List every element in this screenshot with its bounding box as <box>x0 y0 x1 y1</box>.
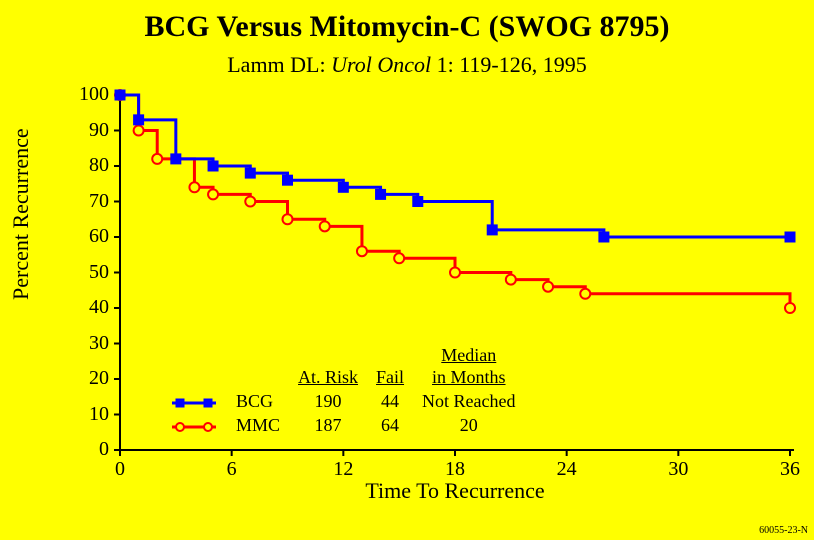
mmc-marker <box>320 221 330 231</box>
mmc-marker <box>208 189 218 199</box>
bcg-marker <box>171 154 181 164</box>
x-tick-label: 36 <box>770 458 810 481</box>
y-tick-label: 50 <box>59 261 109 284</box>
legend-table: At. Risk Fail Medianin Months BCG19044Not R… <box>160 342 526 438</box>
x-tick-label: 6 <box>212 458 252 481</box>
bcg-marker <box>413 197 423 207</box>
bcg-marker <box>283 175 293 185</box>
legend-header: Fail <box>376 367 404 387</box>
legend-value: 190 <box>290 390 366 412</box>
bcg-marker <box>115 90 125 100</box>
legend-value: 20 <box>414 414 523 436</box>
bcg-line <box>120 95 790 237</box>
legend-value: 44 <box>368 390 412 412</box>
legend-value: 187 <box>290 414 366 436</box>
legend-swatch-bcg <box>162 390 226 412</box>
bcg-marker <box>245 168 255 178</box>
chart-page: { "title": "BCG Versus Mitomycin-C (SWOG… <box>0 0 814 540</box>
mmc-marker <box>189 182 199 192</box>
bcg-marker <box>785 232 795 242</box>
legend-header: At. Risk <box>298 367 358 387</box>
x-tick-label: 30 <box>658 458 698 481</box>
mmc-marker <box>580 289 590 299</box>
mmc-marker <box>785 303 795 313</box>
bcg-marker <box>134 115 144 125</box>
mmc-marker <box>134 126 144 136</box>
mmc-marker <box>245 197 255 207</box>
y-tick-label: 40 <box>59 296 109 319</box>
y-tick-label: 20 <box>59 367 109 390</box>
y-tick-label: 60 <box>59 225 109 248</box>
bcg-marker <box>599 232 609 242</box>
mmc-marker <box>283 214 293 224</box>
x-tick-label: 0 <box>100 458 140 481</box>
legend-label: BCG <box>228 390 288 412</box>
x-axis-label: Time To Recurrence <box>335 478 575 504</box>
legend-label: MMC <box>228 414 288 436</box>
legend-value: 64 <box>368 414 412 436</box>
bcg-marker <box>376 189 386 199</box>
mmc-marker <box>450 268 460 278</box>
y-tick-label: 30 <box>59 332 109 355</box>
y-tick-label: 80 <box>59 154 109 177</box>
bcg-marker <box>208 161 218 171</box>
legend-swatch-mmc <box>162 414 226 436</box>
y-tick-label: 100 <box>59 83 109 106</box>
y-tick-label: 70 <box>59 190 109 213</box>
y-tick-label: 90 <box>59 119 109 142</box>
mmc-marker <box>357 246 367 256</box>
mmc-marker <box>506 275 516 285</box>
footer-code: 60055-23-N <box>759 525 808 536</box>
mmc-marker <box>394 253 404 263</box>
mmc-marker <box>543 282 553 292</box>
legend-value: Not Reached <box>414 390 523 412</box>
y-tick-label: 10 <box>59 403 109 426</box>
mmc-marker <box>152 154 162 164</box>
bcg-marker <box>487 225 497 235</box>
legend-header: Medianin Months <box>432 345 506 387</box>
bcg-marker <box>338 182 348 192</box>
